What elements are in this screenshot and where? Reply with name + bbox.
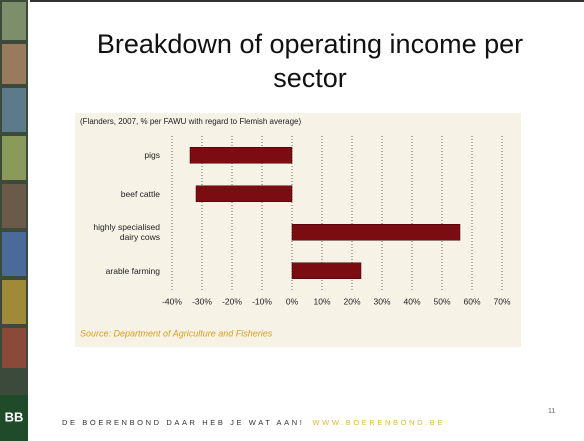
y-tick-label: pigs (144, 150, 160, 161)
y-tick-label: beef cattle (120, 188, 160, 199)
slide-title-2: sector (273, 63, 347, 93)
x-tick-label: 70% (493, 296, 510, 306)
bar (291, 262, 362, 279)
photo (2, 184, 26, 228)
x-tick-label: -30% (192, 296, 212, 306)
x-tick-label: 50% (433, 296, 450, 306)
x-tick-label: 10% (313, 296, 330, 306)
photo (2, 2, 26, 40)
x-tick-label: -40% (162, 296, 182, 306)
photo (2, 328, 26, 368)
x-tick-label: 0% (286, 296, 299, 306)
photo (2, 280, 26, 324)
slide-title-1: Breakdown of operating income per (97, 29, 523, 59)
x-tick-label: 20% (343, 296, 360, 306)
footer: DE BOERENBOND DAAR HEB JE WAT AAN! WWW.BO… (62, 418, 445, 427)
photo (2, 88, 26, 132)
footer-url: WWW.BOERENBOND.BE (312, 418, 445, 427)
bar (189, 147, 293, 164)
bar (291, 224, 461, 241)
photo (2, 136, 26, 180)
photo (2, 232, 26, 276)
x-tick-label: 30% (373, 296, 390, 306)
logo-box (0, 395, 28, 441)
x-tick-label: 60% (463, 296, 480, 306)
source: Source: Department of Agriculture and Fi… (80, 328, 273, 338)
top-border (30, 0, 584, 2)
photo (2, 44, 26, 84)
bar (195, 185, 293, 202)
footer-text: DE BOERENBOND DAAR HEB JE WAT AAN! (62, 418, 304, 427)
x-tick-label: -20% (222, 296, 242, 306)
y-tick-label: highly specialised dairy cows (93, 222, 160, 243)
page-number: 11 (548, 408, 555, 415)
x-tick-label: 40% (403, 296, 420, 306)
logo: BB (5, 409, 24, 424)
y-tick-label: arable farming (105, 265, 160, 276)
chart-subtitle: (Flanders, 2007, % per FAWU with regard … (80, 117, 301, 126)
x-tick-label: -10% (252, 296, 272, 306)
